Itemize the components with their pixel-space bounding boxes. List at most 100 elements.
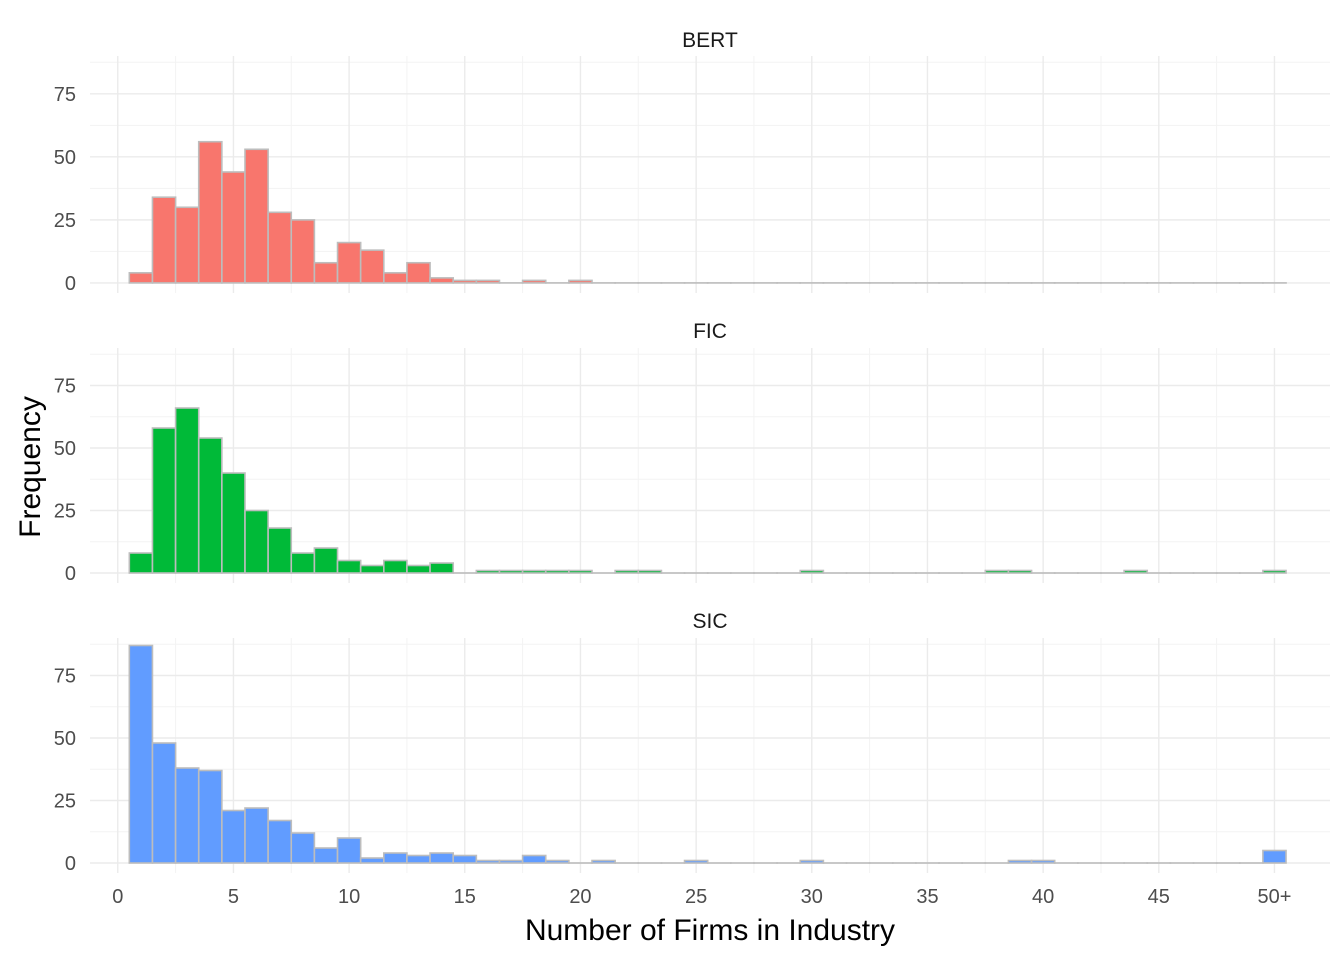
histogram-bar bbox=[384, 273, 407, 283]
histogram-bar bbox=[199, 438, 222, 573]
histogram-bar bbox=[476, 280, 499, 283]
histogram-bar bbox=[245, 511, 268, 574]
facet-title: BERT bbox=[682, 29, 738, 52]
histogram-bar bbox=[361, 250, 384, 283]
histogram-bar bbox=[152, 743, 175, 863]
histogram-bar bbox=[268, 821, 291, 864]
y-tick-label: 25 bbox=[54, 791, 76, 813]
x-tick-label: 5 bbox=[228, 886, 239, 908]
histogram-bar bbox=[199, 771, 222, 864]
histogram-bar bbox=[361, 566, 384, 574]
histogram-bar bbox=[338, 838, 361, 863]
histogram-bar bbox=[384, 561, 407, 574]
x-tick-label: 50+ bbox=[1258, 886, 1292, 908]
histogram-bar bbox=[523, 571, 546, 574]
histogram-bar bbox=[430, 278, 453, 283]
histogram-bar bbox=[314, 848, 337, 863]
panels: 0 25 50 75 BERT 0 25 50 75 FIC 0 25 50 75 SIC bbox=[54, 29, 1330, 875]
panel-sic: 0 25 50 75 SIC bbox=[54, 610, 1330, 875]
histogram-bar bbox=[499, 571, 522, 574]
histogram-bar bbox=[291, 220, 314, 283]
histogram-bar bbox=[453, 280, 476, 283]
histogram-bar bbox=[685, 861, 708, 864]
histogram-bar bbox=[222, 473, 245, 573]
y-tick-label: 75 bbox=[54, 666, 76, 688]
x-tick-label: 45 bbox=[1148, 886, 1170, 908]
x-tick-label: 15 bbox=[454, 886, 476, 908]
histogram-bar bbox=[268, 528, 291, 573]
histogram-bar bbox=[222, 811, 245, 864]
histogram-bar bbox=[338, 243, 361, 283]
histogram-bar bbox=[199, 142, 222, 283]
panel-fic: 0 25 50 75 FIC bbox=[54, 320, 1330, 585]
x-axis-title: Number of Firms in Industry bbox=[525, 914, 895, 947]
histogram-bar bbox=[569, 280, 592, 283]
panel-bert: 0 25 50 75 BERT bbox=[54, 29, 1330, 295]
histogram-bar bbox=[407, 856, 430, 864]
y-tick-label: 75 bbox=[54, 84, 76, 106]
histogram-bar bbox=[430, 853, 453, 863]
facet-title: FIC bbox=[693, 320, 727, 343]
x-tick-label: 30 bbox=[801, 886, 823, 908]
histogram-bar bbox=[1263, 851, 1286, 864]
y-tick-label: 25 bbox=[54, 501, 76, 523]
histogram-bar bbox=[499, 861, 522, 864]
histogram-bar bbox=[361, 858, 384, 863]
x-tick-label: 35 bbox=[916, 886, 938, 908]
histogram-bar bbox=[176, 408, 199, 573]
y-tick-label: 50 bbox=[54, 728, 76, 750]
histogram-bar bbox=[1008, 571, 1031, 574]
histogram-bar bbox=[569, 571, 592, 574]
histogram-bar bbox=[245, 149, 268, 283]
histogram-bar bbox=[476, 861, 499, 864]
x-axis: 0 5 10 15 20 25 30 35 40 45 50+ bbox=[112, 886, 1291, 908]
histogram-bar bbox=[1008, 861, 1031, 864]
y-axis-title: Frequency bbox=[14, 396, 47, 538]
histogram-bar bbox=[152, 428, 175, 573]
y-tick-label: 75 bbox=[54, 376, 76, 398]
histogram-bar bbox=[430, 563, 453, 573]
histogram-bar bbox=[592, 861, 615, 864]
histogram-bar bbox=[268, 212, 291, 283]
histogram-bar bbox=[523, 856, 546, 864]
histogram-bar bbox=[176, 207, 199, 283]
facet-title: SIC bbox=[692, 610, 727, 633]
histogram-bar bbox=[314, 263, 337, 283]
x-tick-label: 25 bbox=[685, 886, 707, 908]
histogram-bar bbox=[546, 571, 569, 574]
histogram-bar bbox=[291, 833, 314, 863]
y-tick-label: 0 bbox=[65, 853, 76, 875]
histogram-bar bbox=[523, 280, 546, 283]
y-tick-label: 25 bbox=[54, 210, 76, 232]
histogram-bar bbox=[453, 856, 476, 864]
histogram-bar bbox=[476, 571, 499, 574]
histogram-bar bbox=[615, 571, 638, 574]
y-tick-label: 50 bbox=[54, 438, 76, 460]
histogram-bar bbox=[129, 646, 152, 864]
x-tick-label: 10 bbox=[338, 886, 360, 908]
y-tick-label: 50 bbox=[54, 147, 76, 169]
histogram-bar bbox=[800, 861, 823, 864]
histogram-bar bbox=[222, 172, 245, 283]
histogram-bar bbox=[546, 861, 569, 864]
histogram-bar bbox=[245, 808, 268, 863]
histogram-bar bbox=[1263, 571, 1286, 574]
histogram-bar bbox=[152, 197, 175, 283]
histogram-bar bbox=[314, 548, 337, 573]
histogram-bar bbox=[638, 571, 661, 574]
histogram-bar bbox=[129, 553, 152, 573]
histogram-bar bbox=[291, 553, 314, 573]
histogram-bar bbox=[338, 561, 361, 574]
histogram-bar bbox=[1032, 861, 1055, 864]
x-tick-label: 0 bbox=[112, 886, 123, 908]
x-tick-label: 20 bbox=[569, 886, 591, 908]
histogram-bar bbox=[407, 263, 430, 283]
y-tick-label: 0 bbox=[65, 563, 76, 585]
y-tick-label: 0 bbox=[65, 273, 76, 295]
x-tick-label: 40 bbox=[1032, 886, 1054, 908]
histogram-bar bbox=[176, 768, 199, 863]
histogram-bar bbox=[1124, 571, 1147, 574]
histogram-bar bbox=[985, 571, 1008, 574]
